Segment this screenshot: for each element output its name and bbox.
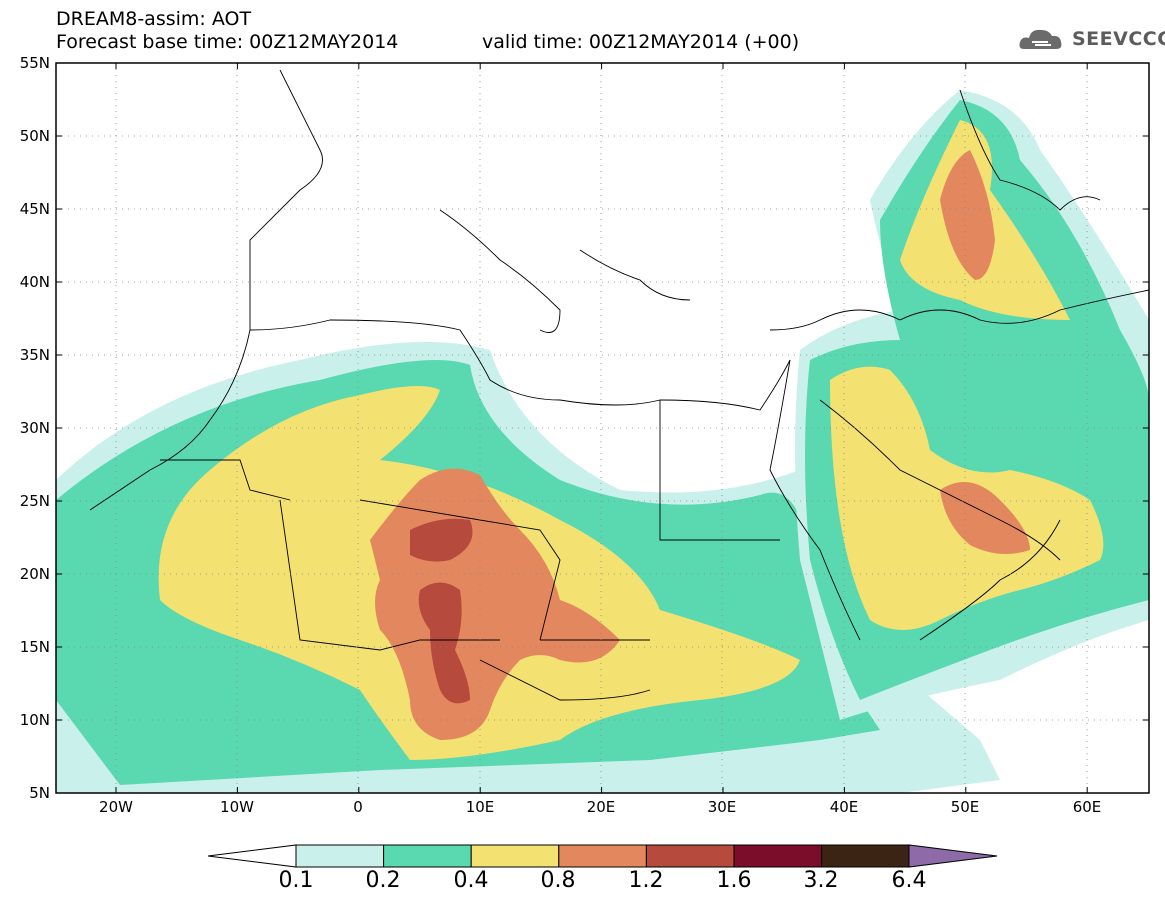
lat-label: 50N <box>20 127 50 145</box>
aot-fields <box>56 90 1149 793</box>
valid-time: valid time: 00Z12MAY2014 (+00) <box>482 31 800 53</box>
lon-label: 30E <box>708 798 737 816</box>
cloud-icon <box>1019 29 1062 49</box>
colorbar-label: 6.4 <box>891 868 927 893</box>
lon-label: 20E <box>587 798 616 816</box>
colorbar-label: 0.8 <box>540 868 576 893</box>
lat-label: 25N <box>20 492 50 510</box>
colorbar-swatch <box>733 844 823 868</box>
lat-label: 55N <box>20 54 50 72</box>
lat-label: 40N <box>20 273 50 291</box>
axis-ticks <box>56 62 1149 794</box>
lat-label: 30N <box>20 419 50 437</box>
colorbar-label: 0.4 <box>453 868 489 893</box>
colorbar-label: 0.2 <box>365 868 401 893</box>
lat-label: 20N <box>20 565 50 583</box>
colorbar-swatch <box>821 844 910 868</box>
lon-label: 20W <box>99 798 133 816</box>
colorbar-label: 1.2 <box>628 868 664 893</box>
lon-label: 40E <box>830 798 859 816</box>
colorbar-swatch <box>470 844 560 868</box>
lon-label: 60E <box>1073 798 1102 816</box>
field-12 <box>410 518 473 562</box>
field-me-04 <box>830 120 1104 630</box>
colorbar-swatch <box>645 844 735 868</box>
forecast-base-time: Forecast base time: 00Z12MAY2014 <box>56 31 399 53</box>
field-12b <box>418 582 470 704</box>
logo-text: SEEVCCC <box>1072 28 1165 50</box>
lon-label: 10W <box>220 798 254 816</box>
colorbar-max-arrow <box>908 844 998 868</box>
lat-label: 35N <box>20 346 50 364</box>
lat-label: 10N <box>20 711 50 729</box>
lon-label: 50E <box>951 798 980 816</box>
lat-label: 45N <box>20 200 50 218</box>
latitude-labels: 5N 10N 15N 20N 25N 30N 35N 40N 45N 50N 5… <box>20 54 50 802</box>
colorbar-min-arrow <box>207 844 297 868</box>
lon-label: 10E <box>466 798 495 816</box>
graticule <box>56 63 1149 793</box>
colorbar-label: 3.2 <box>803 868 839 893</box>
chart-title: DREAM8-assim: AOT <box>56 8 252 30</box>
lat-label: 5N <box>29 784 50 802</box>
colorbar-label: 0.1 <box>278 868 314 893</box>
coastlines <box>89 69 1149 701</box>
colorbar <box>207 844 998 868</box>
longitude-labels: 20W 10W 0 10E 20E 30E 40E 50E 60E <box>99 798 1101 816</box>
colorbar-label: 1.6 <box>716 868 752 893</box>
field-me-08 <box>940 150 1030 554</box>
colorbar-swatch <box>295 844 385 868</box>
lat-label: 15N <box>20 638 50 656</box>
lon-label: 0 <box>353 798 363 816</box>
colorbar-swatch <box>383 844 472 868</box>
colorbar-swatch <box>558 844 647 868</box>
